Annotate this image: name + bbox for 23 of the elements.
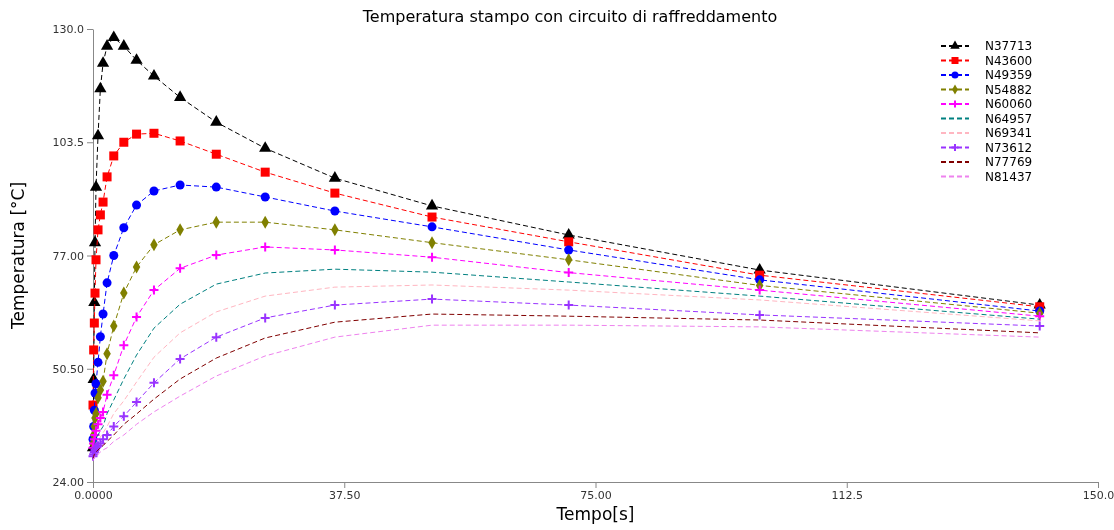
x-tick-label: 0.0000 [74,488,113,502]
y-tick-label: 103.5 [52,136,84,150]
y-tick-label: 77.00 [52,249,84,263]
legend-label: N69341 [985,126,1033,140]
y-tick-label: 24.00 [52,476,84,490]
legend-label: N64957 [985,111,1033,126]
legend-label: N43600 [985,53,1033,68]
legend-label: N37713 [985,39,1033,53]
x-tick-label: 75.00 [580,488,612,502]
legend-label: N77769 [985,155,1033,169]
x-tick-label: 150.0 [1082,488,1114,502]
legend-label: N81437 [985,169,1033,184]
chart-title: Temperatura stampo con circuito di raffreddamento [361,7,778,26]
y-tick-label: 50.50 [52,362,84,376]
x-tick-label: 37.50 [329,488,361,502]
legend-label: N73612 [985,140,1033,155]
x-axis-title: Tempo[s] [555,504,635,524]
y-tick-label: 130.0 [52,23,84,37]
x-tick-label: 112.5 [831,488,863,502]
legend-label: N60060 [985,97,1033,111]
legend-label: N54882 [985,82,1033,97]
y-axis-title: Temperatura [°C] [8,181,28,331]
legend-label: N49359 [985,68,1033,82]
